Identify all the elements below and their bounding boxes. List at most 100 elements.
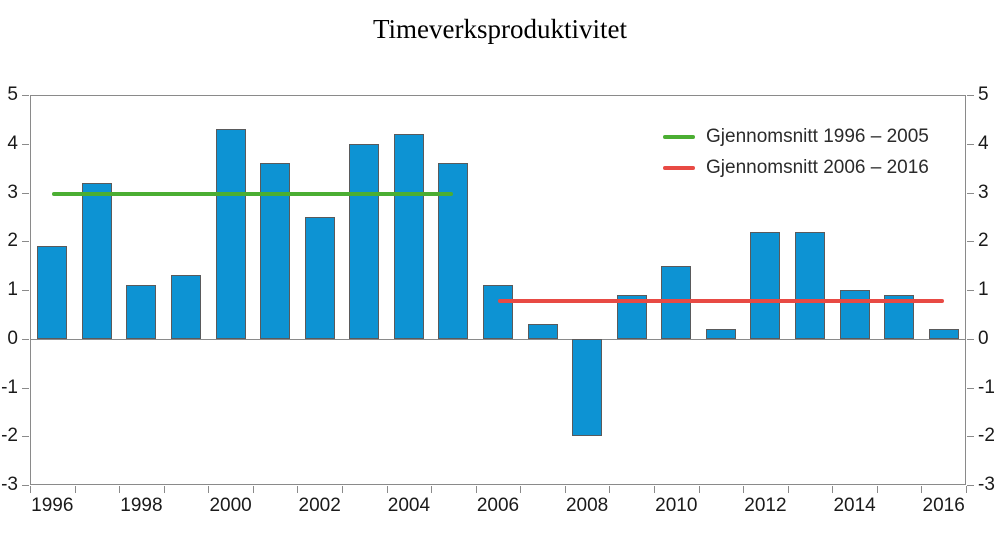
green-line-swatch	[663, 135, 695, 139]
bar-2007	[527, 324, 558, 339]
average-line-1996-2005	[52, 192, 454, 196]
y-axis-label-right: -1	[978, 377, 995, 398]
x-axis-tick	[966, 486, 967, 493]
y-axis-tick-left	[22, 144, 29, 145]
bar-2002	[304, 216, 335, 339]
y-axis-label-left: -3	[1, 474, 18, 495]
bar-2000	[215, 129, 246, 339]
x-axis-tick	[698, 486, 700, 493]
y-axis-tick-right	[967, 241, 974, 242]
x-axis-label-2012: 2012	[744, 495, 787, 516]
bar-1996	[37, 246, 68, 339]
x-axis-tick	[921, 486, 923, 493]
x-axis-tick	[297, 486, 299, 493]
x-axis-tick	[252, 486, 254, 493]
bar-2014	[839, 290, 870, 339]
x-axis-tick	[564, 486, 566, 493]
bar-2011	[705, 329, 736, 339]
x-axis-label-1998: 1998	[120, 495, 163, 516]
x-axis-tick	[787, 486, 789, 493]
y-axis-label-right: 1	[978, 279, 989, 300]
x-axis-tick	[431, 486, 433, 493]
y-axis-label-right: 0	[978, 328, 989, 349]
x-axis-tick	[74, 486, 76, 493]
y-axis-label-left: 1	[7, 279, 18, 300]
bar-2013	[795, 231, 825, 339]
y-axis-tick-right	[967, 388, 974, 389]
y-axis-tick-right	[967, 95, 974, 96]
x-axis-label-2006: 2006	[476, 495, 520, 516]
y-axis-label-right: -2	[978, 425, 995, 446]
legend-label: Gjennomsnitt 2006 – 2016	[706, 157, 929, 178]
x-axis-label-2016: 2016	[922, 495, 965, 516]
bar-2004	[393, 134, 424, 339]
legend-item-2006-2016: Gjennomsnitt 2006 – 2016	[663, 156, 929, 180]
y-axis-label-right: 2	[978, 230, 989, 251]
bar-1999	[171, 275, 201, 339]
bar-2003	[349, 143, 380, 339]
plot-frame	[30, 95, 966, 485]
y-axis-tick-left	[22, 339, 29, 340]
y-axis-label-left: 5	[7, 84, 18, 105]
y-axis-label-right: 4	[978, 133, 989, 154]
bar-2006	[483, 285, 513, 339]
x-axis-tick	[208, 486, 210, 493]
x-axis-label-2004: 2004	[387, 495, 431, 516]
x-axis-tick	[119, 486, 121, 493]
x-axis-tick	[475, 486, 477, 493]
y-axis-label-right: -3	[978, 474, 995, 495]
y-axis-label-left: -2	[1, 425, 18, 446]
bar-2008	[572, 338, 603, 437]
y-axis-tick-left	[22, 485, 29, 486]
bar-2001	[260, 163, 291, 339]
x-axis-tick	[832, 486, 834, 493]
legend-label: Gjennomsnitt 1996 – 2005	[706, 126, 929, 147]
y-axis-label-left: 4	[7, 133, 18, 154]
x-axis-tick	[520, 486, 522, 493]
x-axis-label-2002: 2002	[298, 495, 341, 516]
bar-1998	[126, 285, 157, 339]
y-axis-label-right: 3	[978, 182, 989, 203]
y-axis-tick-right	[967, 339, 974, 340]
y-axis-label-left: -1	[1, 377, 18, 398]
bar-1997	[81, 182, 112, 339]
red-line-swatch	[663, 166, 695, 170]
y-axis-tick-right	[967, 193, 974, 194]
x-axis-label-2014: 2014	[833, 495, 876, 516]
x-axis-label-2008: 2008	[565, 495, 609, 516]
legend: Gjennomsnitt 1996 – 2005 Gjennomsnitt 20…	[663, 125, 929, 180]
y-axis-tick-right	[967, 436, 974, 437]
y-axis-label-left: 0	[7, 328, 18, 349]
x-axis-label-2010: 2010	[655, 495, 698, 516]
x-axis-tick	[743, 486, 745, 493]
y-axis-tick-left	[22, 95, 29, 96]
y-axis-tick-left	[22, 436, 29, 437]
y-axis-label-right: 5	[978, 84, 989, 105]
x-axis-tick	[876, 486, 878, 493]
y-axis-tick-left	[22, 241, 29, 242]
y-axis-tick-left	[22, 290, 29, 291]
bar-2005	[438, 163, 469, 339]
x-axis-label-2000: 2000	[209, 495, 252, 516]
x-axis-label-1996: 1996	[31, 495, 74, 516]
x-axis-tick	[163, 486, 165, 493]
x-axis-tick	[654, 486, 655, 493]
y-axis-label-left: 3	[7, 182, 18, 203]
y-axis-tick-left	[22, 193, 29, 194]
x-axis-tick	[386, 486, 388, 493]
bar-2012	[750, 231, 781, 339]
y-axis-tick-right	[967, 144, 974, 145]
x-axis-tick	[342, 486, 343, 493]
x-axis-tick	[609, 486, 611, 493]
y-axis-tick-right	[967, 485, 974, 486]
y-axis-label-left: 2	[7, 230, 18, 251]
y-axis-tick-left	[22, 388, 29, 389]
legend-item-1996-2005: Gjennomsnitt 1996 – 2005	[663, 125, 929, 149]
zero-baseline	[30, 339, 966, 340]
chart-title: Timeverksproduktivitet	[373, 14, 627, 44]
average-line-2006-2016	[498, 299, 944, 304]
bar-2016	[928, 329, 959, 339]
y-axis-tick-right	[967, 290, 974, 291]
x-axis-tick	[30, 486, 31, 493]
